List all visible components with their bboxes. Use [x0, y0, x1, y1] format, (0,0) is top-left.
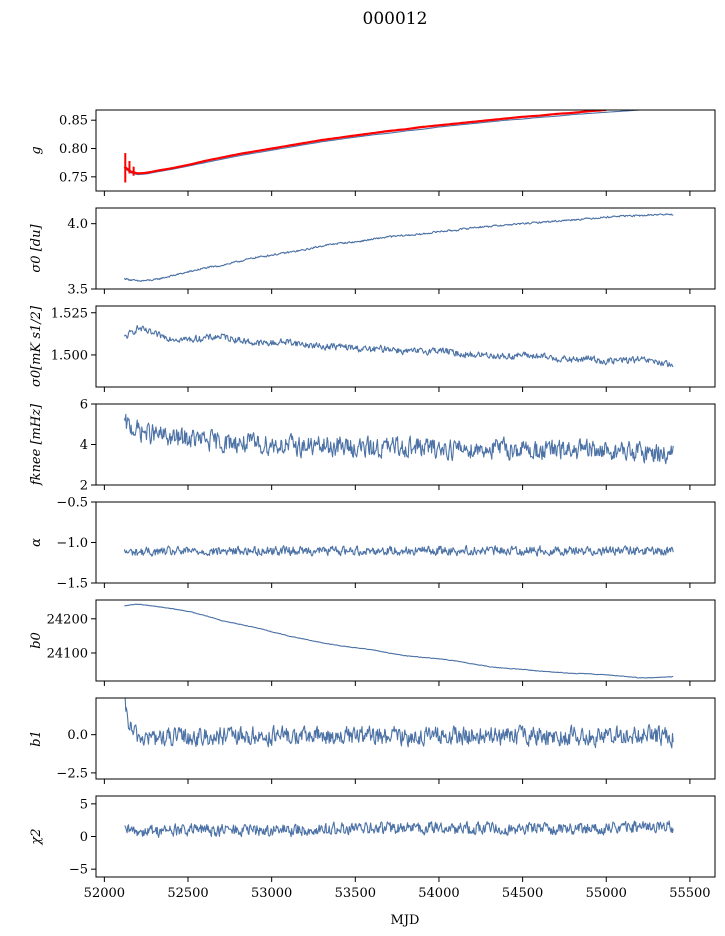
panel-sigma0-mks-series-line: [123, 324, 674, 368]
panel-alpha: −1.5 −1.0 −0.5 α: [29, 496, 716, 592]
panel-sigma0-du-ytick-label: 3.5: [67, 283, 88, 298]
panel-sigma0-mks-ytick-label: 1.525: [51, 306, 88, 321]
x-tick-label: 54500: [502, 886, 543, 901]
panel-g-ylabel: g: [29, 146, 44, 154]
panel-sigma0-mks-ytick-label: 1.500: [51, 348, 88, 363]
panel-chi2-ytick-label: 5: [80, 797, 88, 812]
panel-chi2-ytick-label: −5: [69, 863, 88, 878]
panel-g-series-line: [124, 110, 648, 176]
panel-fknee-plot-area: [123, 413, 674, 465]
panel-g-ytick-label: 0.80: [59, 142, 88, 157]
panel-b0-series-line: [124, 603, 674, 679]
panel-b0-ytick-label: 24100: [47, 646, 88, 661]
panel-b0-ylabel: b0: [29, 632, 44, 649]
x-tick-label: 53000: [251, 886, 292, 901]
panel-alpha-series-line: [123, 544, 674, 557]
panel-g-fit-line: [123, 110, 607, 175]
panel-b1-ytick-label: 0.0: [67, 728, 88, 743]
panel-g-plot-area: [123, 110, 648, 183]
panel-sigma0-mks-plot-area: [123, 324, 674, 368]
panel-fknee-ytick-label: 4: [80, 438, 88, 453]
panel-chi2-series-line: [124, 820, 674, 838]
panel-b0-ytick-label: 24200: [47, 612, 88, 627]
panel-chi2-ytick-label: 0: [80, 830, 88, 845]
x-tick-label: 52000: [84, 886, 125, 901]
panel-fknee-ytick-label: 6: [80, 398, 88, 413]
panel-sigma0-mks-frame: [95, 305, 716, 388]
figure-title: 000012: [363, 9, 428, 29]
panel-g-ytick-label: 0.85: [59, 114, 88, 129]
panel-sigma0-mks-ylabel: σ0[mK s1/2]: [29, 305, 44, 387]
panel-b0-frame: [95, 599, 716, 682]
panel-b1-frame: [95, 697, 716, 780]
x-tick-label: 52500: [167, 886, 208, 901]
x-tick-label: 55000: [586, 886, 627, 901]
x-tick-label: 55500: [669, 886, 710, 901]
panel-sigma0-du-frame: [95, 207, 716, 290]
panel-sigma0-du-series-line: [123, 213, 674, 282]
panel-chi2: −5 0 5 52000 52500 53000 53500 54000 54500 55000 5…: [29, 795, 716, 901]
panel-fknee: 2 4 6 fknee [mHz]: [29, 398, 716, 494]
panel-sigma0-du-plot-area: [123, 213, 674, 282]
panel-g: 0.75 0.80 0.85 g: [29, 109, 716, 196]
x-tick-label: 54000: [418, 886, 459, 901]
panel-b1-ytick-label: −2.5: [56, 766, 88, 781]
panel-b0-plot-area: [124, 603, 674, 679]
panel-sigma0-du-ylabel: σ0 [du]: [29, 224, 44, 273]
panel-g-ytick-label: 0.75: [59, 170, 88, 185]
x-tick-label: 53500: [335, 886, 376, 901]
panel-sigma0-mks: 1.500 1.525 σ0[mK s1/2]: [29, 305, 716, 392]
panel-fknee-ytick-label: 2: [80, 479, 88, 494]
panel-alpha-ylabel: α: [29, 538, 44, 547]
panel-b1-series-line: [124, 698, 674, 749]
panel-alpha-plot-area: [123, 544, 674, 557]
panel-sigma0-du-ytick-label: 4.0: [67, 217, 88, 232]
panel-alpha-ytick-label: −1.0: [56, 536, 88, 551]
panel-alpha-ytick-label: −1.5: [56, 577, 88, 592]
x-axis-label: MJD: [391, 913, 420, 928]
panel-fknee-ylabel: fknee [mHz]: [29, 403, 44, 486]
panel-b1-ylabel: b1: [29, 730, 44, 747]
panel-fknee-series-line: [123, 413, 674, 465]
panel-chi2-frame: [95, 795, 716, 878]
panel-alpha-frame: [95, 501, 716, 584]
panel-alpha-ytick-label: −0.5: [56, 496, 88, 511]
panel-b1: −2.5 0.0 b1: [29, 697, 716, 784]
panel-chi2-ylabel: χ2: [29, 828, 44, 845]
panel-sigma0-du: 3.5 4.0 σ0 [du]: [29, 207, 716, 298]
panel-chi2-plot-area: [124, 820, 674, 838]
panel-g-frame: [95, 109, 716, 192]
panel-b1-plot-area: [124, 698, 674, 749]
